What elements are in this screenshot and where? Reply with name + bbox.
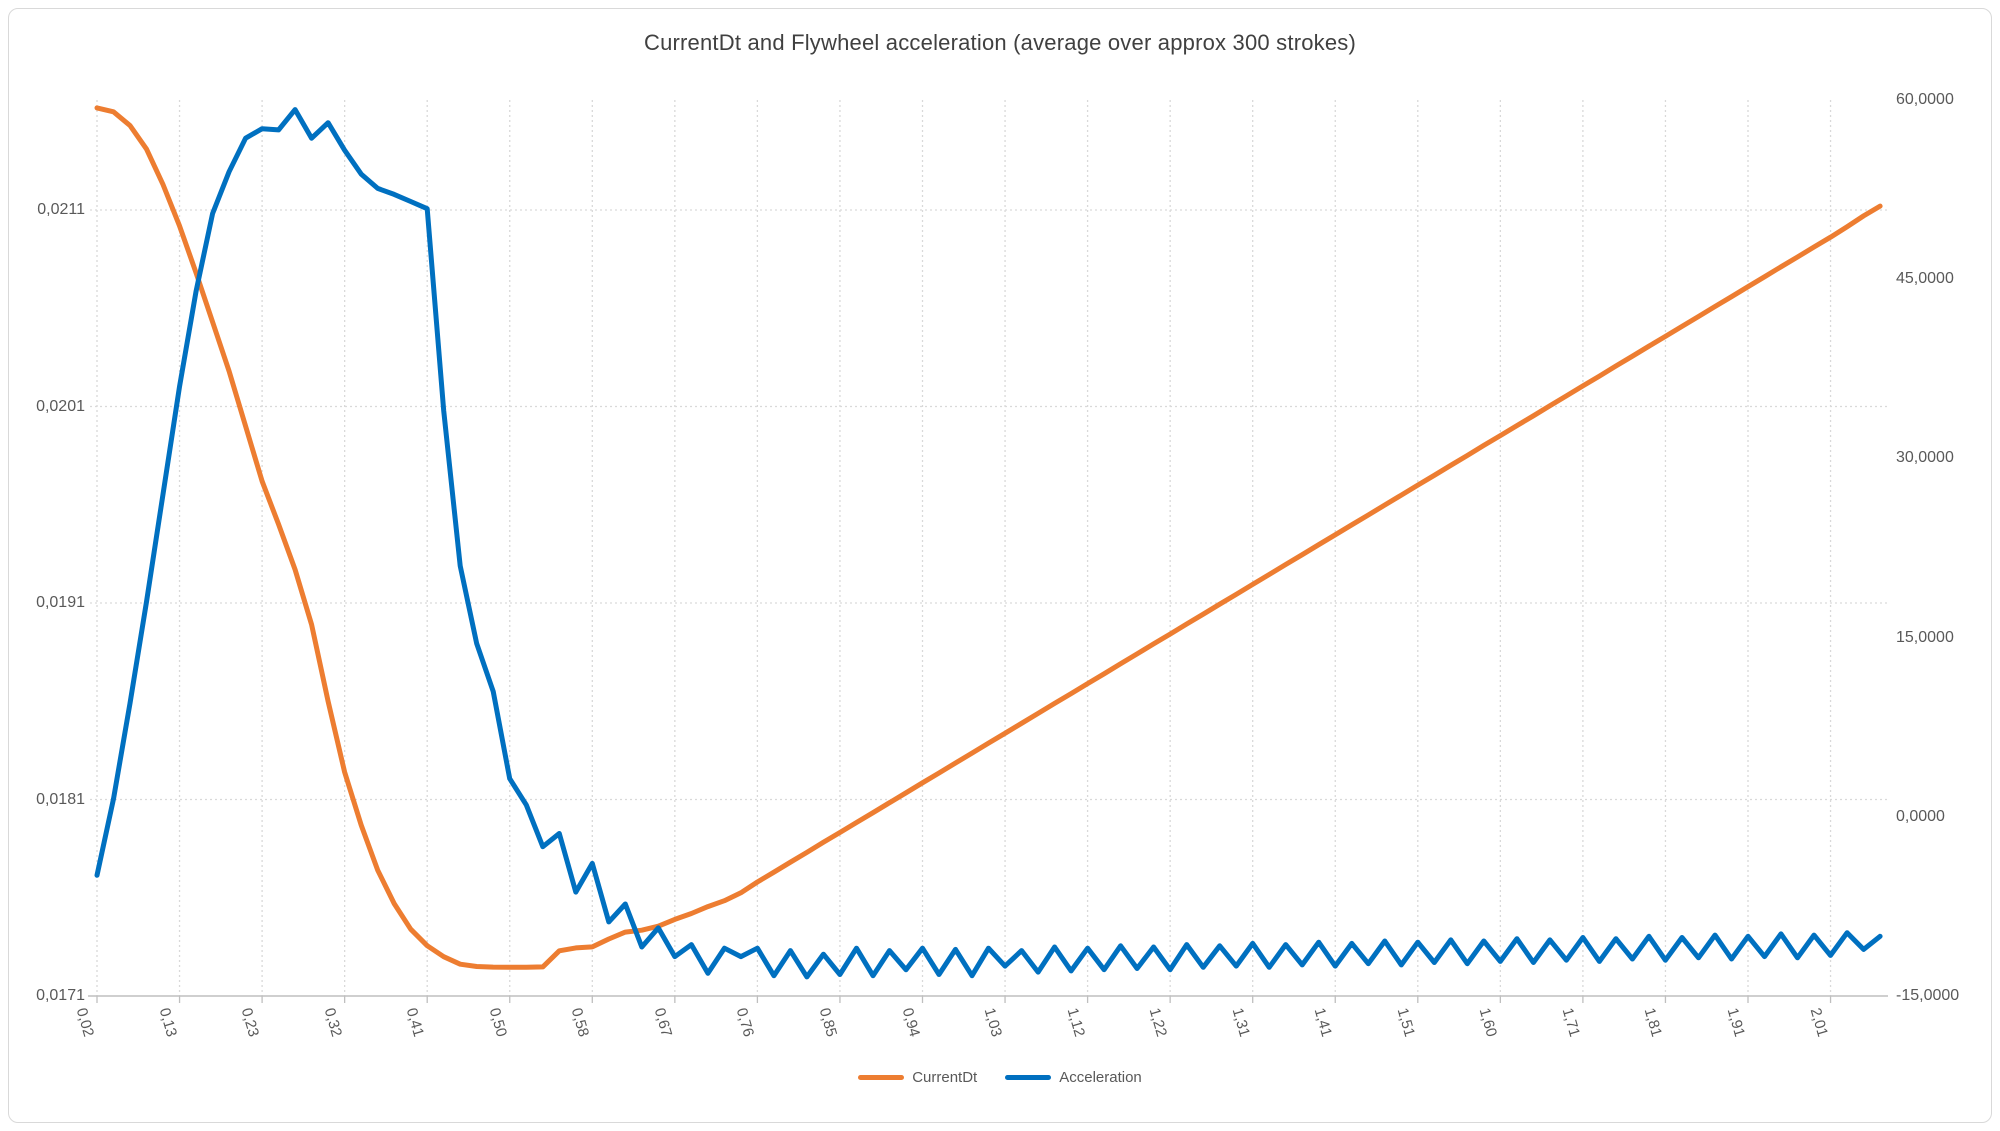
legend-label-currentdt: CurrentDt [912, 1068, 978, 1086]
legend: CurrentDt Acceleration [0, 1062, 2000, 1092]
legend-item-currentdt: CurrentDt [858, 1069, 977, 1086]
left-axis-tick-label: 0,0181 [36, 790, 85, 808]
legend-item-acceleration: Acceleration [1005, 1069, 1142, 1086]
right-axis-tick-label: 0,0000 [1896, 807, 1945, 825]
chart-title: CurrentDt and Flywheel acceleration (ave… [643, 30, 1357, 55]
left-axis-tick-label: 0,0191 [36, 594, 85, 612]
right-axis-tick-label: 45,0000 [1896, 270, 1954, 288]
right-axis-tick-label: -15,0000 [1896, 987, 1960, 1004]
left-axis-tick-label: 0,0211 [37, 201, 85, 219]
right-axis-tick-label: 60,0000 [1896, 91, 1954, 108]
acceleration-line-swatch [1005, 1074, 1052, 1080]
right-axis-tick-label: 15,0000 [1896, 628, 1954, 646]
left-axis-tick-label: 0,0201 [36, 397, 85, 415]
acceleration-line [94, 107, 1883, 980]
left-axis-tick-label: 0,0171 [36, 987, 85, 1004]
legend-label-acceleration: Acceleration [1059, 1068, 1142, 1086]
chart-frame [8, 8, 1992, 1123]
currentdt-line-swatch [858, 1074, 905, 1080]
right-axis-tick-label: 30,0000 [1896, 449, 1954, 467]
currentdt-line [94, 105, 1883, 970]
